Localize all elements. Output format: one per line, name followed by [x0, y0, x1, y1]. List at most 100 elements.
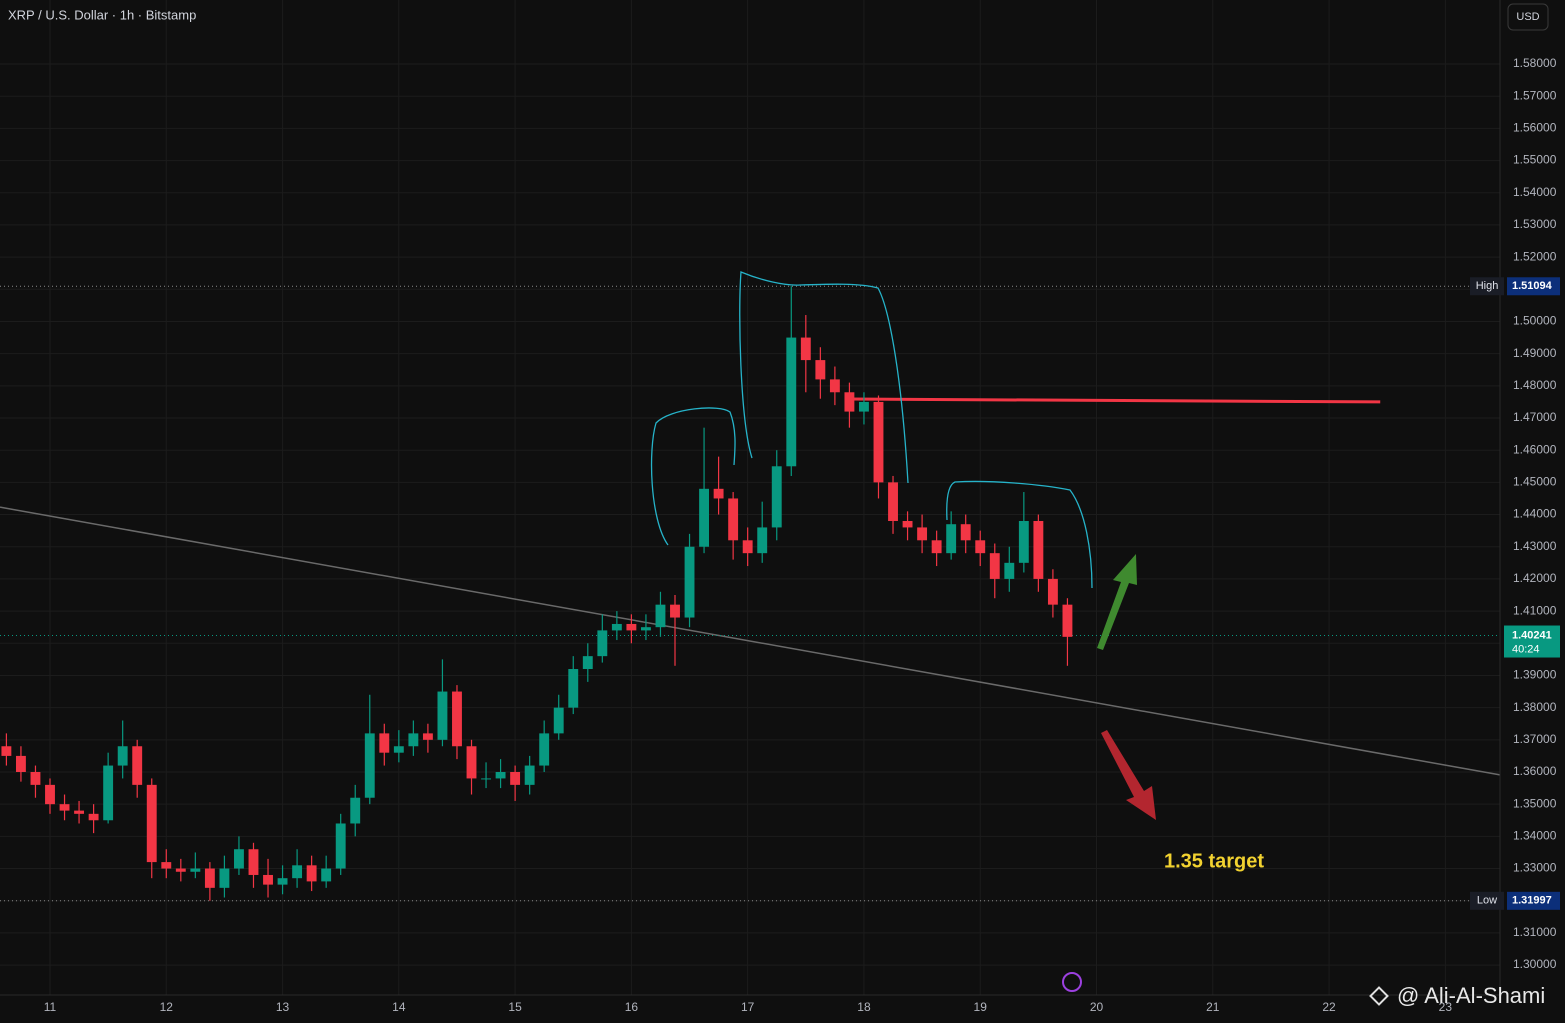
candle-body [902, 520, 913, 528]
y-tick-label: 1.39000 [1513, 668, 1557, 682]
y-tick-label: 1.38000 [1513, 700, 1557, 714]
candle-body [931, 540, 942, 554]
price-axis [1500, 0, 1565, 1023]
price-tag-box [1507, 891, 1560, 910]
x-tick-label: 20 [1090, 1000, 1104, 1014]
y-tick-label: 1.56000 [1513, 121, 1557, 135]
price-tag-box [1507, 277, 1560, 296]
y-tick-label: 1.52000 [1513, 249, 1557, 263]
price-tag-label-box [1470, 891, 1504, 910]
candle-body [684, 546, 695, 618]
candle-body [989, 553, 1000, 579]
x-tick-label: 11 [44, 1000, 57, 1014]
last-price-value: 1.40241 [1512, 629, 1552, 641]
candle-body [321, 868, 332, 882]
arrows [1097, 554, 1156, 820]
y-tick-label: 1.49000 [1513, 346, 1557, 360]
candle-body [481, 778, 491, 780]
candle-body [975, 540, 986, 554]
y-tick-label: 1.58000 [1513, 56, 1557, 70]
candle-body [234, 849, 244, 869]
chart-title: XRP / U.S. Dollar · 1h · Bitstamp [8, 7, 196, 22]
candle-body [757, 527, 768, 554]
candle-body [960, 524, 971, 541]
x-tick-label: 21 [1206, 1000, 1220, 1014]
candle-body [393, 746, 404, 753]
candle-body [611, 623, 622, 631]
drawings [0, 285, 1501, 902]
y-tick-label: 1.41000 [1513, 603, 1557, 617]
y-tick-label: 1.42000 [1513, 571, 1557, 585]
y-tick-label: 1.46000 [1513, 442, 1557, 456]
candle-body [713, 488, 724, 499]
candle-body [1, 746, 12, 756]
y-tick-label: 1.35000 [1513, 796, 1557, 810]
candle-body [219, 868, 230, 888]
x-tick-label: 16 [625, 1000, 639, 1014]
candle-body [263, 874, 273, 885]
candle-body [437, 691, 448, 740]
icon [1062, 972, 1082, 992]
currency-button[interactable] [1507, 3, 1549, 31]
candle-body [103, 765, 114, 821]
last-price-box [1504, 625, 1560, 658]
candle-body [204, 868, 215, 888]
candle-body [364, 733, 375, 798]
y-tick-label: 1.34000 [1513, 829, 1557, 843]
x-tick-label: 18 [857, 1000, 871, 1014]
x-tick-label: 12 [160, 1000, 174, 1014]
pattern-outline [650, 407, 736, 546]
candle-body [146, 784, 157, 863]
candle-body [45, 784, 55, 805]
candle-body [800, 337, 811, 361]
x-tick-label: 15 [508, 1000, 522, 1014]
candle-body [422, 733, 433, 740]
candle-body [844, 392, 855, 412]
candle-body [829, 379, 840, 393]
candle-body [524, 765, 535, 785]
candle-body [946, 524, 957, 554]
candle-body [1004, 562, 1015, 579]
candle-body [452, 691, 462, 747]
candle-body [1018, 520, 1029, 563]
price-tag-value: 1.31997 [1512, 895, 1552, 907]
down-arrow [1101, 730, 1156, 820]
up-arrow [1097, 554, 1137, 650]
candle-body [59, 804, 70, 811]
y-tick-label: 1.57000 [1513, 88, 1557, 102]
candle-body [292, 865, 303, 879]
y-tick-label: 1.43000 [1513, 539, 1557, 553]
trendline [0, 506, 1501, 776]
candle-body [771, 466, 782, 528]
candle-body [582, 656, 593, 670]
candle-body [132, 746, 143, 785]
y-tick-label: 1.31000 [1513, 925, 1557, 939]
x-tick-label: 22 [1322, 1000, 1336, 1014]
candle-body [248, 849, 259, 875]
candle-body [742, 540, 753, 554]
y-tick-label: 1.55000 [1513, 153, 1557, 167]
pattern-outlines [650, 271, 1093, 589]
candle-body [379, 733, 390, 753]
candles [1, 286, 1073, 901]
candle-body [888, 482, 898, 521]
candle-body [350, 797, 361, 824]
pattern-outline [739, 271, 909, 484]
candle-body [190, 868, 201, 872]
candle-body [161, 862, 172, 869]
currency-label[interactable]: USD [1516, 11, 1539, 23]
y-tick-label: 1.47000 [1513, 410, 1557, 424]
price-tag-label: Low [1477, 895, 1497, 907]
trendline [849, 397, 1381, 404]
candle-body [30, 771, 41, 785]
candle-body [1033, 520, 1044, 579]
candle-body [335, 823, 346, 869]
candle-body [786, 337, 797, 467]
candle-body [626, 623, 637, 631]
candle-body [466, 746, 477, 779]
x-tick-label: 19 [974, 1000, 988, 1014]
candle-body [539, 733, 550, 766]
